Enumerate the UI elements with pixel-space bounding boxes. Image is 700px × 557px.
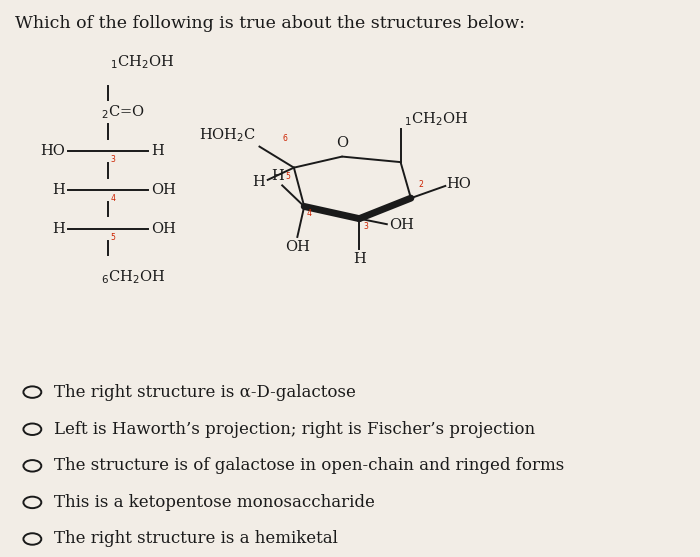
Text: HO: HO [40, 144, 64, 158]
Text: HO: HO [447, 177, 472, 191]
Text: HOH$_2$C: HOH$_2$C [199, 126, 256, 144]
Text: $_3$: $_3$ [110, 154, 116, 166]
Text: $_4$: $_4$ [307, 208, 313, 220]
Text: This is a ketopentose monosaccharide: This is a ketopentose monosaccharide [54, 494, 374, 511]
Text: $_1$CH$_2$OH: $_1$CH$_2$OH [110, 53, 174, 71]
Text: $_3$: $_3$ [363, 221, 369, 233]
Text: $_6$: $_6$ [281, 133, 288, 145]
Text: Which of the following is true about the structures below:: Which of the following is true about the… [15, 15, 525, 32]
Text: H: H [151, 144, 164, 158]
Text: $_2$C=O: $_2$C=O [102, 104, 145, 121]
Text: $_5$: $_5$ [110, 231, 116, 244]
Text: $_2$: $_2$ [418, 179, 424, 192]
Text: The right structure is a hemiketal: The right structure is a hemiketal [54, 530, 337, 548]
Text: OH: OH [285, 240, 310, 253]
Text: The right structure is α-D-galactose: The right structure is α-D-galactose [54, 384, 356, 400]
Text: OH: OH [151, 183, 176, 197]
Text: Left is Haworth’s projection; right is Fischer’s projection: Left is Haworth’s projection; right is F… [54, 421, 535, 438]
Text: $_6$CH$_2$OH: $_6$CH$_2$OH [102, 268, 165, 286]
Text: OH: OH [151, 222, 176, 236]
Text: H: H [252, 174, 265, 188]
Text: H: H [353, 252, 365, 266]
Text: OH: OH [389, 218, 414, 232]
Text: The structure is of galactose in open-chain and ringed forms: The structure is of galactose in open-ch… [54, 457, 564, 475]
Text: H: H [272, 169, 284, 183]
Text: $_4$: $_4$ [110, 193, 117, 205]
Text: $_1$CH$_2$OH: $_1$CH$_2$OH [404, 110, 468, 128]
Text: H: H [52, 222, 64, 236]
Text: $_5$: $_5$ [286, 170, 292, 183]
Text: O: O [336, 136, 348, 150]
Text: H: H [52, 183, 64, 197]
